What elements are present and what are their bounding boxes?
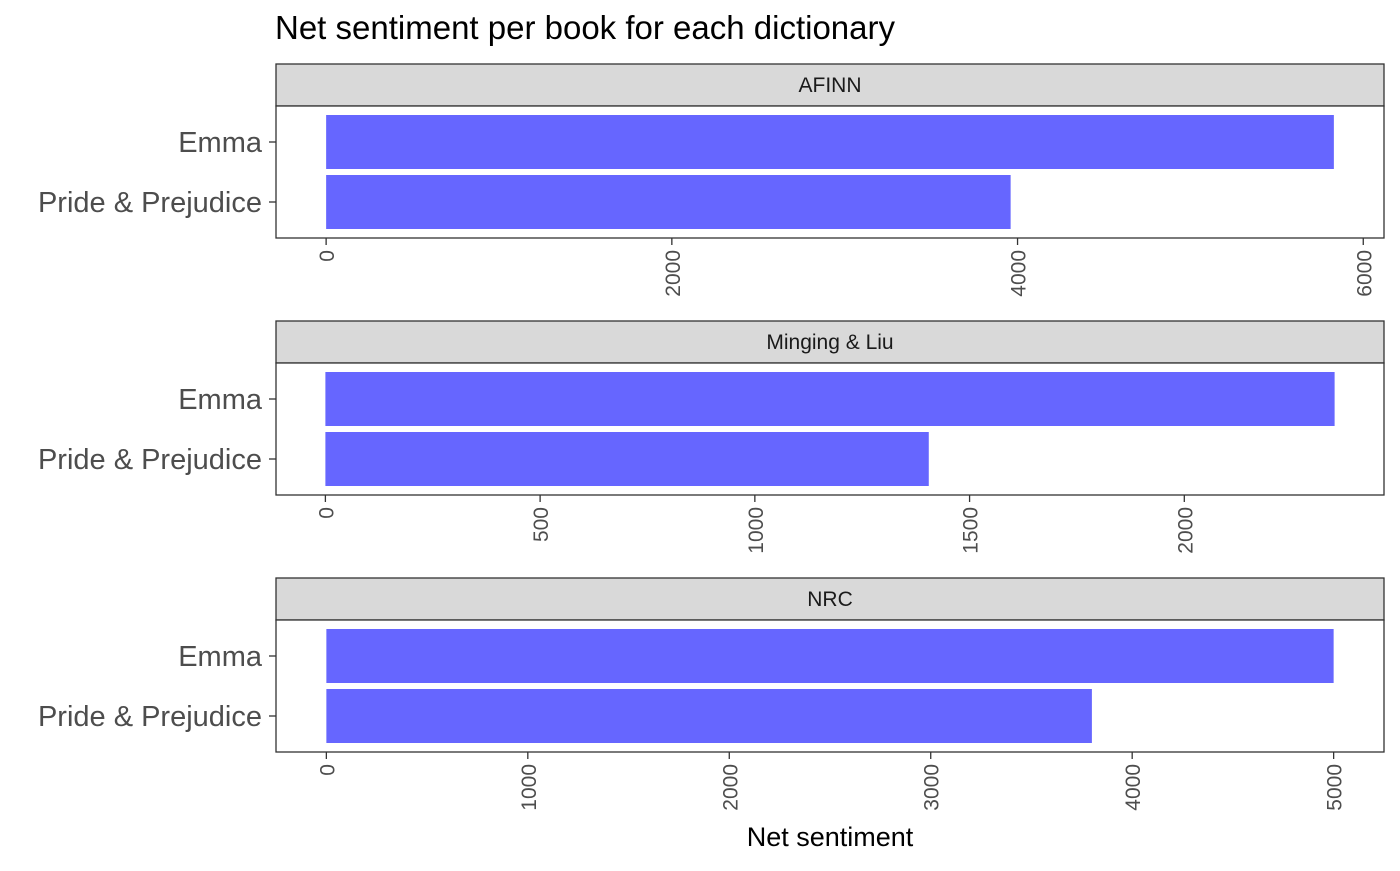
x-tick-label: 500 (530, 507, 553, 542)
x-axis-label: Net sentiment (747, 822, 914, 852)
facet-strip-label: NRC (807, 588, 853, 611)
x-tick-label: 1500 (960, 507, 983, 554)
bar (325, 432, 929, 486)
y-tick-label: Emma (178, 127, 263, 159)
facet-1: Minging & Liu Emma Pride & Prejudice 0 500 10… (38, 320, 1385, 554)
facet-strip-label: Minging & Liu (766, 331, 893, 354)
x-tick-label: 0 (316, 250, 339, 262)
bar (325, 372, 1335, 426)
x-tick-label: 0 (316, 764, 339, 776)
y-tick-label: Pride & Prejudice (38, 701, 262, 733)
x-tick-label: 4000 (1008, 250, 1031, 297)
bar (326, 629, 1334, 683)
x-tick-label: 4000 (1122, 764, 1145, 811)
x-tick-label: 1000 (745, 507, 768, 554)
bar (326, 115, 1334, 169)
chart-title: Net sentiment per book for each dictiona… (275, 9, 895, 46)
facet-0: AFINN Emma Pride & Prejudice 0 2000 4000 6000 (38, 63, 1385, 297)
x-tick-label: 1000 (518, 764, 541, 811)
y-tick-label: Pride & Prejudice (38, 187, 262, 219)
facet-strip (275, 320, 1385, 364)
y-tick-label: Emma (178, 384, 263, 416)
y-tick-label: Emma (178, 641, 263, 673)
bar (326, 175, 1011, 229)
y-tick-label: Pride & Prejudice (38, 444, 262, 476)
x-tick-label: 0 (315, 507, 338, 519)
facet-strip-label: AFINN (799, 74, 862, 97)
facet-strip (275, 577, 1385, 621)
x-tick-label: 3000 (921, 764, 944, 811)
x-tick-label: 5000 (1324, 764, 1347, 811)
facets-layer: AFINN Emma Pride & Prejudice 0 2000 4000 6000 M… (38, 63, 1385, 811)
bar (326, 689, 1092, 743)
x-tick-label: 2000 (719, 764, 742, 811)
x-tick-label: 2000 (662, 250, 685, 297)
x-tick-label: 6000 (1353, 250, 1376, 297)
facet-2: NRC Emma Pride & Prejudice 0 1000 2000 3000 400… (38, 577, 1385, 811)
x-tick-label: 2000 (1174, 507, 1197, 554)
facet-strip (275, 63, 1385, 107)
